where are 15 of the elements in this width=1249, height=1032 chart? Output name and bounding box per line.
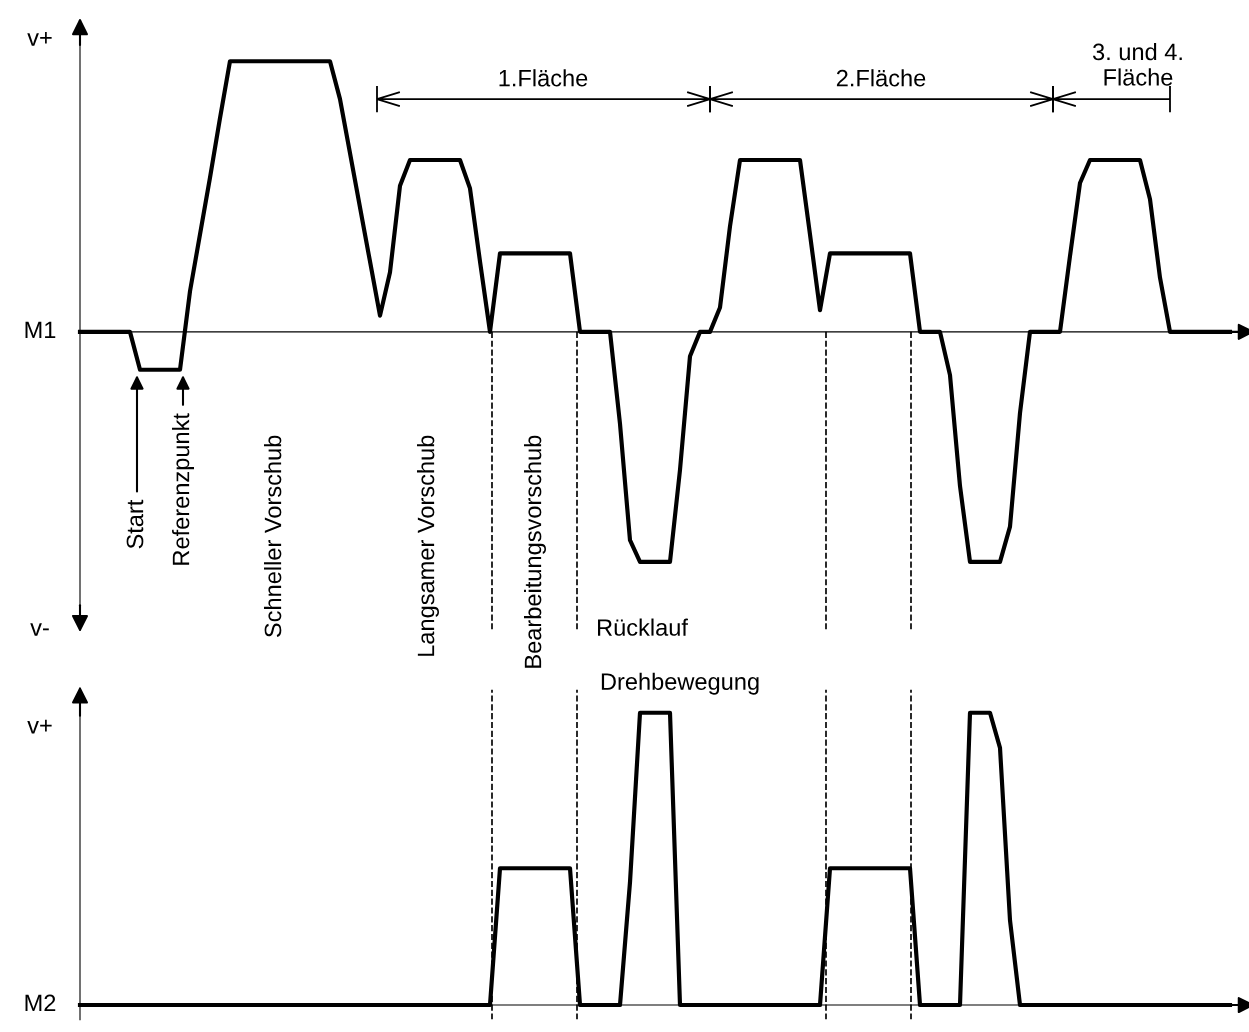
- text: Rücklauf: [598, 618, 688, 636]
- annotation: Schneller Vorschub: [263, 435, 282, 638]
- annotation: 2.Fläche: [836, 69, 926, 87]
- annotation: Start: [126, 499, 144, 549]
- annotation: Langsamer Vorschub: [416, 435, 439, 656]
- text: v+: [27, 32, 52, 46]
- text: Drehbewegung: [601, 672, 759, 695]
- annotation: 3. und 4. Fläche: [1092, 42, 1182, 86]
- annotation: 1.Fläche: [499, 69, 588, 87]
- text: M1: [25, 321, 56, 338]
- annotation: Bearbeitungsvorschub: [523, 435, 547, 668]
- text: M2: [25, 994, 56, 1012]
- text: v-: [30, 623, 49, 636]
- text: v+: [27, 719, 52, 734]
- annotation: Referenzpunkt: [172, 413, 194, 565]
